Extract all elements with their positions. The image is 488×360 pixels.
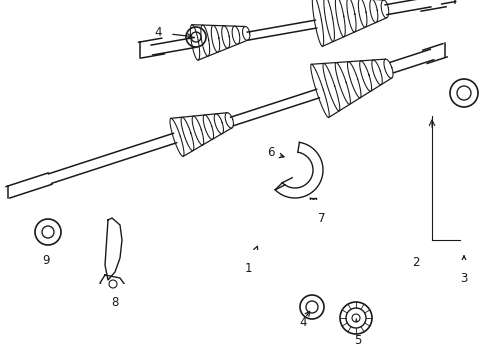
Text: 4: 4 [154, 26, 162, 39]
Text: 8: 8 [111, 289, 119, 309]
Text: 3: 3 [459, 256, 467, 284]
Text: 6: 6 [267, 147, 274, 159]
Text: 7: 7 [314, 207, 325, 225]
Text: 9: 9 [42, 249, 50, 266]
Text: 1: 1 [244, 246, 257, 274]
Text: 2: 2 [411, 256, 419, 269]
Text: 4: 4 [299, 316, 306, 329]
Text: 5: 5 [354, 319, 361, 346]
